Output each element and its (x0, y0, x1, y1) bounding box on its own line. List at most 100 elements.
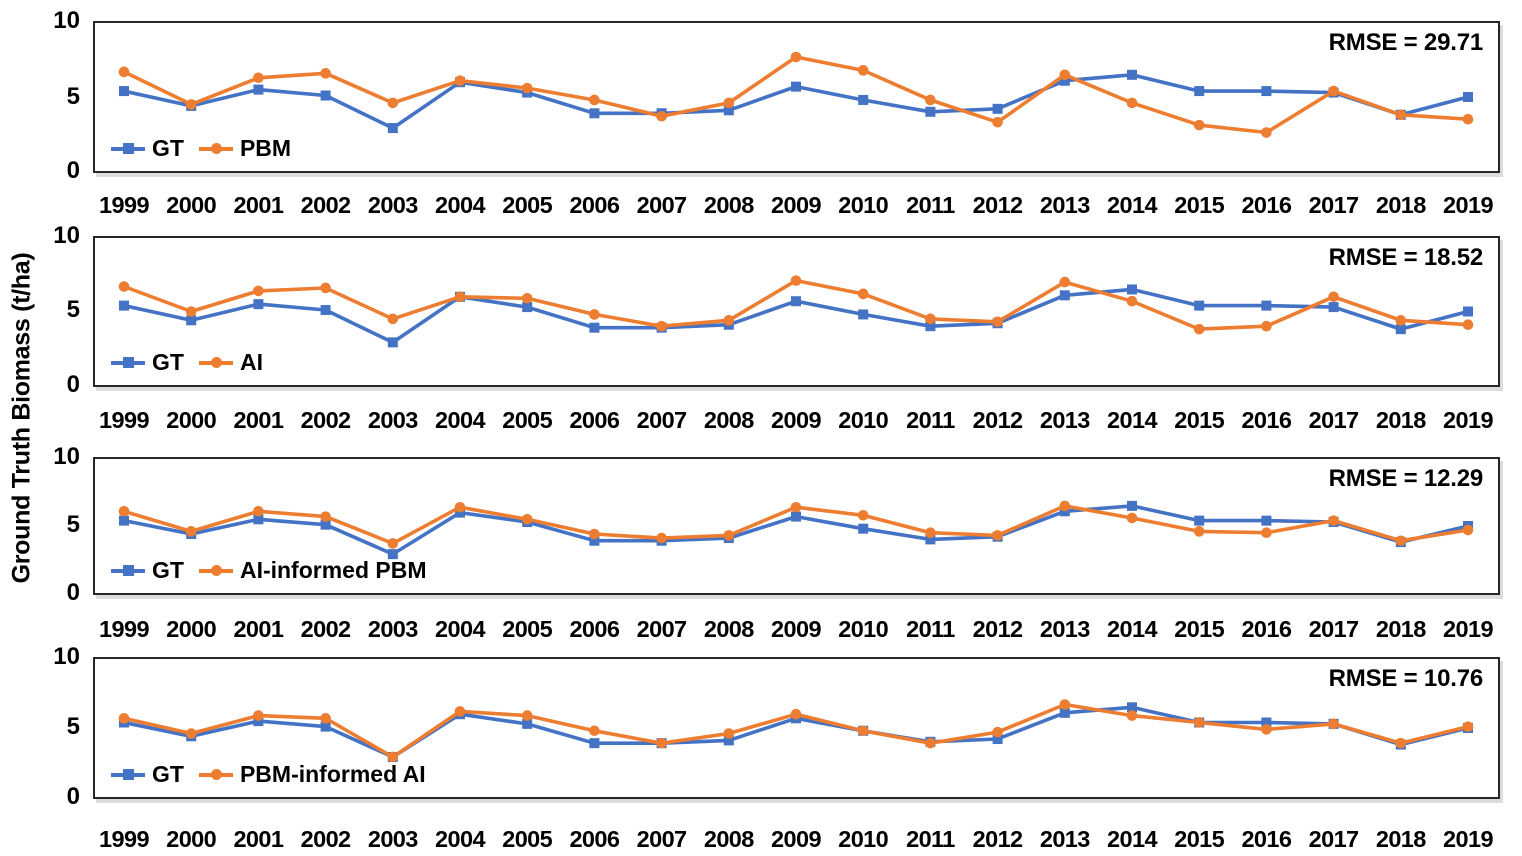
line-chart (118, 500, 1474, 560)
legend-label: PBM (239, 135, 292, 161)
data-point-marker-model (925, 313, 936, 325)
plot-area: GT AI RMSE = 18.52 (93, 236, 1500, 387)
data-point-marker-gt (925, 321, 936, 332)
legend-item-model: AI-informed PBM (198, 557, 427, 584)
x-tick-label: 2005 (502, 192, 553, 218)
data-point-marker-model (118, 66, 130, 78)
data-point-marker-gt (522, 302, 533, 313)
legend-label: PBM-informed AI (239, 761, 426, 787)
data-point-marker-model (387, 313, 399, 325)
x-tick-label: 2013 (1039, 826, 1090, 852)
legend-item-model: PBM (198, 135, 292, 162)
data-point-marker-gt (1261, 515, 1272, 526)
data-point-marker-model (790, 51, 802, 63)
data-point-marker-gt (1059, 506, 1070, 517)
x-axis-labels: 1999 2000 2001 2002 2003 2004 2005 2006 2007 2008… (93, 188, 1500, 222)
data-point-marker-model (1193, 323, 1205, 335)
data-point-marker-gt (119, 86, 129, 97)
data-point-marker-gt (791, 296, 801, 307)
model-line-marker-icon (198, 357, 233, 368)
y-tick-label: 5 (66, 296, 80, 323)
data-point-marker-model (454, 706, 466, 717)
x-tick-label: 2019 (1443, 192, 1493, 218)
data-point-marker-gt (522, 718, 533, 729)
x-tick-label: 2000 (166, 826, 217, 852)
x-tick-label: 2015 (1174, 826, 1225, 852)
y-tick-label: 5 (66, 713, 80, 740)
x-tick-label: 2018 (1375, 826, 1426, 852)
data-point-marker-model (454, 291, 466, 303)
y-tick-label: 10 (53, 7, 80, 34)
x-tick-label: 2019 (1443, 407, 1493, 433)
data-point-marker-model (253, 72, 264, 84)
x-tick-label: 2000 (166, 192, 217, 218)
data-point-marker-gt (1194, 300, 1205, 311)
y-tick-label: 5 (66, 83, 80, 110)
data-point-marker-gt (589, 322, 600, 333)
plot-area: GT PBM-informed AI RMSE = 10.76 (93, 657, 1500, 799)
data-point-marker-model (1193, 717, 1205, 728)
x-tick-label: 2002 (300, 407, 351, 433)
data-point-marker-model (589, 725, 600, 737)
data-point-marker-model (1059, 699, 1071, 710)
model-line-marker-icon (198, 769, 233, 780)
data-point-marker-model (1462, 319, 1474, 331)
x-tick-label: 1999 (99, 826, 149, 852)
data-point-marker-model (1462, 524, 1474, 536)
data-point-marker-gt (858, 94, 869, 105)
x-tick-label: 2016 (1241, 192, 1292, 218)
x-tick-label: 2001 (233, 192, 284, 218)
legend-item-gt: GT (111, 349, 184, 376)
y-tick-label: 10 (53, 643, 80, 670)
data-point-marker-model (992, 116, 1003, 128)
y-tick-label: 0 (66, 157, 80, 184)
y-tick-label: 10 (53, 222, 80, 249)
plot-area: GT AI-informed PBM RMSE = 12.29 (93, 457, 1500, 595)
legend: GT PBM (111, 135, 291, 162)
data-point-marker-model (118, 713, 130, 724)
x-tick-label: 2007 (636, 407, 687, 433)
x-tick-label: 2009 (771, 826, 821, 852)
rmse-annotation: RMSE = 29.71 (1328, 29, 1484, 56)
x-tick-label: 2010 (838, 407, 889, 433)
x-tick-label: 2019 (1443, 616, 1493, 642)
x-tick-label: 2008 (703, 616, 754, 642)
y-tick-label: 5 (66, 511, 80, 538)
data-point-marker-model (253, 710, 264, 721)
x-tick-label: 2013 (1039, 192, 1090, 218)
x-tick-label: 2002 (300, 616, 351, 642)
data-point-marker-gt (1261, 300, 1272, 311)
data-point-marker-model (723, 315, 735, 326)
x-tick-label: 2003 (367, 826, 418, 852)
x-tick-label: 2013 (1039, 616, 1090, 642)
x-tick-label: 2006 (569, 826, 620, 852)
rmse-annotation: RMSE = 10.76 (1328, 665, 1484, 692)
data-point-marker-model (925, 94, 936, 106)
data-point-marker-model (1395, 535, 1407, 547)
x-tick-label: 2004 (435, 826, 485, 852)
legend-item-model: AI (198, 349, 263, 376)
data-point-marker-gt (1127, 69, 1137, 80)
data-point-marker-model (1395, 315, 1407, 326)
x-tick-label: 2007 (636, 616, 687, 642)
data-point-marker-model (521, 710, 533, 721)
x-tick-label: 2017 (1308, 826, 1359, 852)
y-tick-label: 0 (66, 371, 80, 398)
data-point-marker-gt (253, 299, 264, 310)
x-tick-label: 2014 (1107, 192, 1157, 218)
x-tick-label: 1999 (99, 192, 149, 218)
rmse-annotation: RMSE = 18.52 (1328, 244, 1484, 271)
y-tick-label: 0 (66, 783, 80, 810)
rmse-annotation: RMSE = 12.29 (1328, 465, 1484, 492)
data-point-marker-model (185, 99, 197, 110)
data-point-marker-gt (387, 549, 398, 560)
data-point-marker-gt (858, 309, 869, 320)
data-point-marker-model (118, 505, 130, 517)
data-point-marker-model (1395, 737, 1407, 749)
x-axis-labels: 1999 2000 2001 2002 2003 2004 2005 2006 2007 2008… (93, 403, 1500, 437)
data-point-marker-model (723, 530, 735, 541)
legend: GT PBM-informed AI (111, 761, 426, 788)
x-tick-label: 2018 (1375, 407, 1426, 433)
data-point-marker-model (253, 505, 264, 517)
